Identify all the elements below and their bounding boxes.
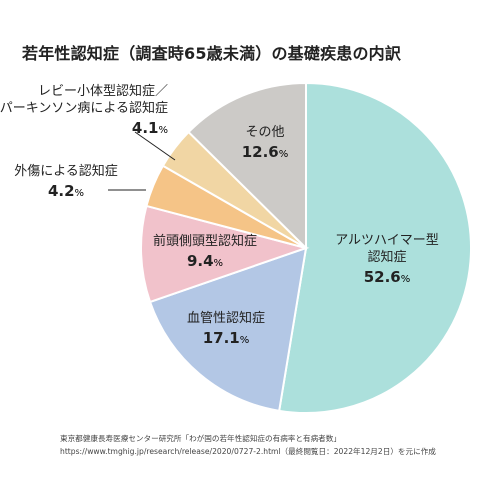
slice-label-5: その他 12.6%: [242, 125, 289, 161]
leader-line-4: [134, 131, 176, 161]
slice-value: 12.6: [242, 143, 279, 161]
source-line-1: 東京都健康長寿医療センター研究所「わが国の若年性認知症の有病率と有病者数」: [60, 434, 341, 443]
slice-label-line: 外傷による認知症: [14, 163, 118, 179]
slice-label-line: 認知症: [367, 249, 406, 265]
slice-value: 9.4: [187, 252, 214, 270]
source-note: 東京都健康長寿医療センター研究所「わが国の若年性認知症の有病率と有病者数」 ht…: [60, 433, 436, 458]
slice-value: 17.1: [203, 329, 240, 347]
slice-value: 4.2: [48, 182, 75, 200]
slice-value-unit: %: [279, 149, 289, 160]
slice-value-unit: %: [75, 188, 85, 199]
slice-label-1: 血管性認知症 17.1%: [187, 310, 265, 347]
slice-value-unit: %: [158, 125, 168, 136]
slice-label-4: レビー小体型認知症／パーキンソン病による認知症 4.1%: [0, 83, 168, 137]
slice-label-line: アルツハイマー型: [335, 233, 439, 248]
slice-label-line: 血管性認知症: [187, 310, 265, 326]
slice-label-3: 外傷による認知症 4.2%: [14, 163, 118, 200]
slice-value: 52.6: [364, 268, 401, 286]
slice-label-line: その他: [245, 125, 284, 140]
slice-value: 4.1: [132, 119, 159, 137]
slice-label-line: レビー小体型認知症／: [38, 83, 168, 99]
pie-slice-5: [187, 81, 307, 251]
pie-slice-0: [278, 81, 472, 414]
slice-label-line: パーキンソン病による認知症: [0, 100, 168, 116]
pie-slice-2: [140, 204, 310, 304]
slice-value-unit: %: [401, 274, 411, 285]
slice-label-2: 前頭側頭型認知症 9.4%: [153, 233, 257, 270]
chart-title: 若年性認知症（調査時65歳未満）の基礎疾患の内訳: [22, 44, 402, 63]
slice-label-line: 前頭側頭型認知症: [153, 233, 257, 249]
slice-label-0: アルツハイマー型認知症 52.6%: [335, 233, 439, 286]
source-line-2: https://www.tmghig.jp/research/release/2…: [60, 446, 436, 456]
slice-value-unit: %: [240, 335, 250, 346]
slice-value-unit: %: [214, 258, 224, 269]
